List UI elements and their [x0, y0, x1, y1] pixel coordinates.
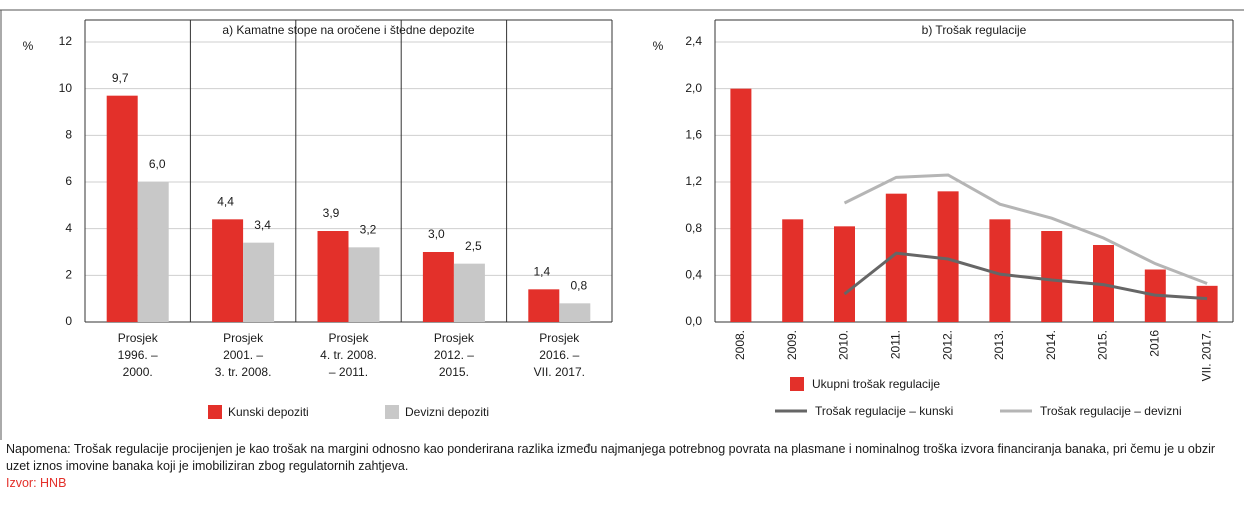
bar: [730, 88, 752, 323]
line-series: [843, 173, 1208, 285]
y-tick-label: 2,0: [685, 81, 702, 95]
source: Izvor: HNB: [6, 476, 67, 490]
y-axis-unit: %: [23, 39, 34, 53]
x-tick-label-line: Prosjek: [434, 331, 475, 345]
x-tick-label: Prosjek 2012. – 2015.: [434, 331, 475, 379]
y-tick-label: 6: [65, 174, 72, 188]
bar: [885, 193, 907, 322]
x-tick-label-line: – 2011.: [329, 365, 368, 379]
bar: [1196, 285, 1218, 322]
bar: [453, 263, 485, 322]
legend-swatch: [208, 405, 222, 419]
chart-title: a) Kamatne stope na oročene i štedne dep…: [222, 23, 474, 37]
y-tick-label: 1,2: [685, 174, 702, 188]
x-tick-label-line: Prosjek: [223, 331, 264, 345]
chart-title: b) Trošak regulacije: [922, 23, 1027, 37]
bar: [528, 289, 560, 322]
bar: [989, 219, 1011, 322]
bar: [834, 226, 855, 322]
charts: a) Kamatne stope na oročene i štedne dep…: [0, 9, 1244, 440]
data-label: 3,9: [323, 206, 340, 220]
x-tick-label-line: VII. 2017.: [534, 365, 585, 379]
bar: [348, 247, 380, 322]
note: Napomena: Trošak regulacije procijenjen …: [6, 442, 1216, 473]
bar: [937, 191, 959, 322]
x-tick-label: 2009.: [785, 330, 799, 360]
x-tick-label: 2013.: [992, 330, 1006, 360]
bar: [212, 219, 244, 322]
x-tick-label-line: 2012. –: [434, 348, 474, 362]
y-tick-label: 4: [65, 221, 72, 235]
line-series: [843, 251, 1208, 301]
data-label: 3,0: [428, 227, 445, 241]
legend-label: Trošak regulacije – devizni: [1040, 404, 1182, 418]
y-tick-label: 8: [65, 128, 72, 142]
bar: [1041, 231, 1063, 322]
bar: [559, 303, 591, 322]
legend-label: Devizni depoziti: [405, 405, 489, 419]
y-tick-label: 2: [65, 268, 72, 282]
x-tick-label: Prosjek 2016. – VII. 2017.: [534, 331, 585, 379]
x-tick-label: 2010.: [837, 330, 851, 360]
y-tick-label: 0,4: [685, 268, 702, 282]
data-label: 1,4: [533, 265, 550, 279]
x-tick-label: Prosjek 4. tr. 2008. – 2011.: [320, 331, 377, 379]
data-label: 9,7: [112, 71, 129, 85]
legend-swatch: [385, 405, 399, 419]
data-label: 0,8: [570, 279, 587, 293]
x-tick-label-line: Prosjek: [328, 331, 369, 345]
x-tick-label: 2008.: [733, 330, 747, 360]
x-tick-label-line: 3. tr. 2008.: [215, 365, 272, 379]
x-tick-label: 2015.: [1096, 330, 1110, 360]
x-tick-label: 2016: [1147, 330, 1161, 357]
bar: [422, 252, 454, 322]
x-tick-label: 2012.: [940, 330, 954, 360]
x-tick-label-line: Prosjek: [539, 331, 580, 345]
legend-label: Trošak regulacije – kunski: [815, 404, 953, 418]
x-tick-label-line: 2016. –: [539, 348, 579, 362]
bar: [243, 242, 275, 322]
bar: [782, 219, 804, 322]
x-tick-label-line: 2015.: [439, 365, 469, 379]
x-tick-label-line: Prosjek: [118, 331, 159, 345]
x-tick-label: Prosjek 2001. – 3. tr. 2008.: [215, 331, 272, 379]
y-tick-label: 2,4: [685, 34, 702, 48]
y-tick-label: 12: [59, 34, 73, 48]
x-tick-label-line: 1996. –: [118, 348, 158, 362]
x-tick-label-line: 2001. –: [223, 348, 263, 362]
y-tick-label: 1,6: [685, 128, 702, 142]
y-tick-label: 10: [59, 81, 73, 95]
data-label: 2,5: [465, 239, 482, 253]
legend-label: Ukupni trošak regulacije: [812, 377, 940, 391]
y-tick-label: 0,8: [685, 221, 702, 235]
data-label: 3,2: [360, 223, 377, 237]
bar: [106, 95, 138, 323]
x-tick-label: Prosjek 1996. – 2000.: [118, 331, 159, 379]
legend-swatch: [790, 377, 804, 391]
bar: [137, 182, 169, 322]
data-label: 6,0: [149, 157, 166, 171]
data-label: 3,4: [254, 218, 271, 232]
x-tick-label-line: 2000.: [123, 365, 153, 379]
x-tick-label: VII. 2017.: [1199, 330, 1213, 381]
y-axis-unit: %: [653, 39, 664, 53]
y-tick-label: 0: [65, 314, 72, 328]
x-tick-label: 2014.: [1044, 330, 1058, 360]
data-label: 4,4: [217, 195, 234, 209]
x-tick-label: 2011.: [888, 330, 902, 359]
x-tick-label-line: 4. tr. 2008.: [320, 348, 377, 362]
y-tick-label: 0,0: [685, 314, 702, 328]
legend-label: Kunski depoziti: [228, 405, 309, 419]
bar: [317, 231, 349, 322]
